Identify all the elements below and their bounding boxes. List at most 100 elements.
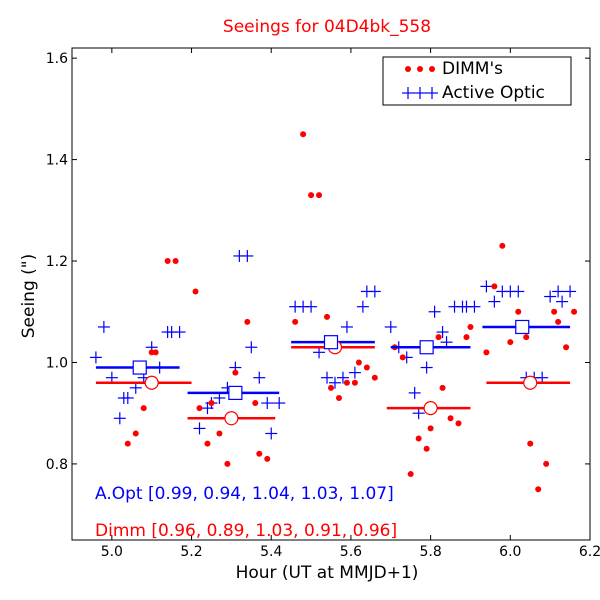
dimm-point-32 [407, 471, 414, 478]
dimm-point-26 [351, 379, 358, 386]
dimm-point-29 [371, 374, 378, 381]
dimm-point-21 [316, 192, 323, 199]
aopt-point-13 [193, 422, 206, 435]
aopt-mean-marker-3 [419, 340, 434, 355]
aopt-point-33 [340, 320, 353, 333]
dimm-point-12 [224, 460, 231, 467]
aopt-point-41 [408, 386, 421, 399]
dimm-point-49 [535, 486, 542, 493]
dimm-mean-marker-4 [523, 375, 538, 390]
aopt-point-20 [241, 249, 254, 262]
legend-dimm-label: DIMM's [442, 59, 503, 79]
aopt-point-22 [253, 371, 266, 384]
dimm-point-40 [463, 334, 470, 341]
dimm-point-28 [363, 364, 370, 371]
dimm-point-5 [164, 258, 171, 265]
dimm-point-44 [499, 242, 506, 249]
dimm-point-14 [244, 318, 251, 325]
dimm-point-51 [551, 308, 558, 315]
aopt-point-55 [512, 285, 525, 298]
legend: DIMM's Active Optic [382, 56, 572, 106]
aopt-point-25 [273, 397, 286, 410]
y-tick-label-0: 0.8 [46, 457, 68, 473]
x-tick-label-1: 5.2 [180, 544, 202, 560]
aopt-point-35 [356, 300, 369, 313]
dimm-point-39 [455, 420, 462, 427]
aopt-point-34 [348, 366, 361, 379]
aopt-point-45 [436, 326, 449, 339]
dimm-point-13 [232, 369, 239, 376]
dimm-point-52 [555, 318, 562, 325]
aopt-point-28 [305, 300, 318, 313]
dimm-point-23 [328, 384, 334, 391]
dimm-point-41 [467, 323, 474, 330]
plot-frame [71, 47, 591, 541]
aopt-summary-text: A.Opt [0.99, 0.94, 1.04, 1.03, 1.07] [95, 484, 394, 504]
dimm-point-15 [252, 400, 259, 407]
legend-dimm-dot-1 [417, 66, 423, 72]
y-axis: 0.8 1.0 1.2 1.4 1.6 [46, 51, 590, 473]
aopt-point-32 [336, 371, 349, 384]
y-tick-label-2: 1.2 [46, 254, 68, 270]
dimm-point-11 [216, 430, 223, 437]
x-tick-label-2: 5.4 [260, 544, 282, 560]
dimm-point-25 [343, 379, 350, 386]
legend-aopt-marker [402, 87, 438, 99]
dimm-point-54 [571, 308, 578, 315]
aopt-point-38 [384, 320, 397, 333]
dimm-summary-text: Dimm [0.96, 0.89, 1.03, 0.91, 0.96] [95, 521, 397, 541]
dimm-point-38 [447, 415, 454, 422]
aopt-point-50 [468, 300, 481, 313]
aopt-point-30 [321, 371, 334, 384]
dimm-point-35 [427, 425, 434, 432]
dimm-point-43 [491, 283, 498, 290]
y-axis-label: Seeing (") [19, 254, 39, 339]
legend-aopt-label: Active Optic [442, 83, 545, 103]
legend-aopt-plus-1 [414, 87, 426, 99]
x-tick-label-4: 5.8 [419, 544, 441, 560]
aopt-mean-marker-2 [323, 335, 339, 350]
dimm-point-33 [415, 435, 422, 442]
aopt-point-24 [265, 427, 278, 440]
dimm-point-2 [140, 405, 147, 412]
aopt-point-0 [89, 351, 102, 364]
dimm-point-4 [152, 349, 159, 356]
dimm-point-34 [423, 445, 430, 452]
aopt-point-60 [552, 285, 565, 298]
legend-dimm-dot-0 [405, 66, 411, 72]
x-tick-label-3: 5.6 [340, 544, 362, 560]
dimm-point-50 [543, 460, 550, 467]
dimm-point-45 [507, 339, 514, 346]
aopt-point-52 [488, 295, 501, 308]
legend-aopt-plus-2 [426, 87, 438, 99]
dimm-point-17 [264, 455, 271, 462]
x-tick-label-6: 6.2 [579, 544, 600, 560]
dimm-point-24 [335, 394, 342, 401]
aopt-point-44 [428, 305, 441, 318]
y-tick-label-1: 1.0 [46, 355, 68, 371]
dimm-point-46 [515, 308, 522, 315]
aopt-point-1 [97, 320, 110, 333]
aopt-point-62 [564, 285, 577, 298]
plot-area [89, 131, 578, 493]
dimm-point-20 [308, 192, 315, 199]
dimm-point-1 [132, 430, 139, 437]
aopt-point-12 [173, 326, 186, 339]
aopt-point-3 [113, 412, 126, 425]
dimm-mean-marker-1 [224, 411, 239, 426]
dimm-point-10 [208, 400, 215, 407]
aopt-point-43 [420, 361, 433, 374]
aopt-point-37 [368, 285, 381, 298]
aopt-mean-marker-4 [515, 319, 530, 335]
dimm-point-9 [204, 440, 211, 447]
dimm-point-18 [292, 318, 299, 325]
chart-title: Seeings for 04D4bk_558 [223, 17, 431, 37]
aopt-point-21 [245, 341, 258, 354]
dimm-mean-marker-3 [423, 401, 438, 416]
legend-box [382, 56, 572, 106]
dimm-point-6 [172, 258, 179, 265]
aopt-mean-marker-1 [228, 385, 243, 401]
dimm-point-27 [355, 359, 362, 366]
dimm-point-37 [439, 384, 446, 391]
aopt-mean-marker-0 [132, 360, 147, 375]
